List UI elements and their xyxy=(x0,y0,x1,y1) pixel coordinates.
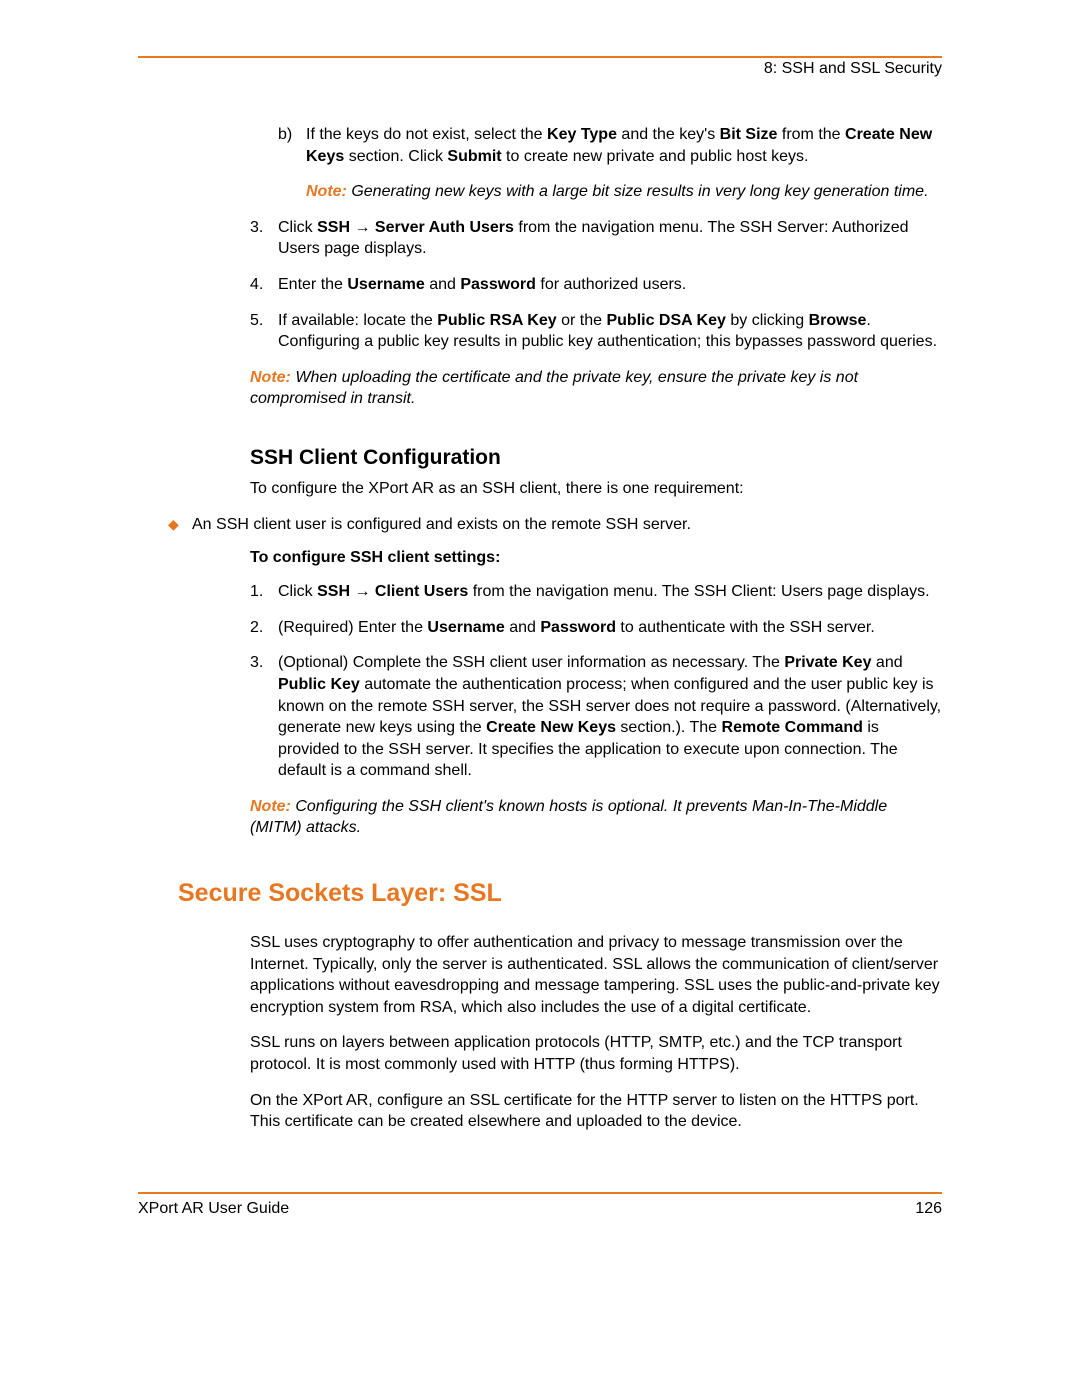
bullet-ssh-user: ◆ An SSH client user is configured and e… xyxy=(168,514,942,536)
note-keygen: Note: Generating new keys with a large b… xyxy=(278,181,942,203)
list-body: (Required) Enter the Username and Passwo… xyxy=(278,617,942,639)
note-upload: Note: When uploading the certificate and… xyxy=(250,367,942,410)
client-step-1: 1. Click SSH → Client Users from the nav… xyxy=(250,581,942,603)
footer-title: XPort AR User Guide xyxy=(138,1200,289,1218)
list-body: If available: locate the Public RSA Key … xyxy=(278,310,942,353)
note-label: Note: xyxy=(250,369,291,386)
diamond-icon: ◆ xyxy=(168,514,192,536)
ssl-p2: SSL runs on layers between application p… xyxy=(250,1032,942,1075)
list-marker: 4. xyxy=(250,274,278,296)
page-footer: XPort AR User Guide 126 xyxy=(138,1192,942,1218)
note-known-hosts: Note: Configuring the SSH client's known… xyxy=(250,796,942,839)
note-text: When uploading the certificate and the p… xyxy=(250,369,858,408)
list-body: (Optional) Complete the SSH client user … xyxy=(278,652,942,782)
note-label: Note: xyxy=(250,798,291,815)
list-body: Click SSH → Client Users from the naviga… xyxy=(278,581,942,603)
chapter-header: 8: SSH and SSL Security xyxy=(138,60,942,82)
step-3: 3. Click SSH → Server Auth Users from th… xyxy=(250,217,942,260)
list-marker: 5. xyxy=(250,310,278,353)
heading-ssl: Secure Sockets Layer: SSL xyxy=(178,879,942,908)
list-body: If the keys do not exist, select the Key… xyxy=(306,124,942,167)
list-marker: 3. xyxy=(250,652,278,782)
heading-ssh-client: SSH Client Configuration xyxy=(250,446,942,470)
bullet-text: An SSH client user is configured and exi… xyxy=(192,514,691,536)
step-4: 4. Enter the Username and Password for a… xyxy=(250,274,942,296)
ssl-p1: SSL uses cryptography to offer authentic… xyxy=(250,932,942,1018)
list-marker: b) xyxy=(278,124,306,167)
ssh-client-intro: To configure the XPort AR as an SSH clie… xyxy=(250,478,942,500)
client-step-3: 3. (Optional) Complete the SSH client us… xyxy=(250,652,942,782)
note-label: Note: xyxy=(306,183,347,200)
step-5: 5. If available: locate the Public RSA K… xyxy=(250,310,942,353)
body-content: b) If the keys do not exist, select the … xyxy=(138,124,942,1133)
list-body: Enter the Username and Password for auth… xyxy=(278,274,942,296)
list-marker: 2. xyxy=(250,617,278,639)
note-text: Configuring the SSH client's known hosts… xyxy=(250,798,887,837)
page-number: 126 xyxy=(915,1200,942,1218)
header-rule xyxy=(138,56,942,58)
ssl-p3: On the XPort AR, configure an SSL certif… xyxy=(250,1090,942,1133)
list-marker: 3. xyxy=(250,217,278,260)
footer-rule xyxy=(138,1192,942,1194)
step-b: b) If the keys do not exist, select the … xyxy=(278,124,942,167)
note-text: Generating new keys with a large bit siz… xyxy=(347,183,929,200)
footer-line: XPort AR User Guide 126 xyxy=(138,1200,942,1218)
subheading-configure-client: To configure SSH client settings: xyxy=(250,549,942,567)
list-body: Click SSH → Server Auth Users from the n… xyxy=(278,217,942,260)
client-step-2: 2. (Required) Enter the Username and Pas… xyxy=(250,617,942,639)
page-content: 8: SSH and SSL Security b) If the keys d… xyxy=(138,56,942,1147)
list-marker: 1. xyxy=(250,581,278,603)
